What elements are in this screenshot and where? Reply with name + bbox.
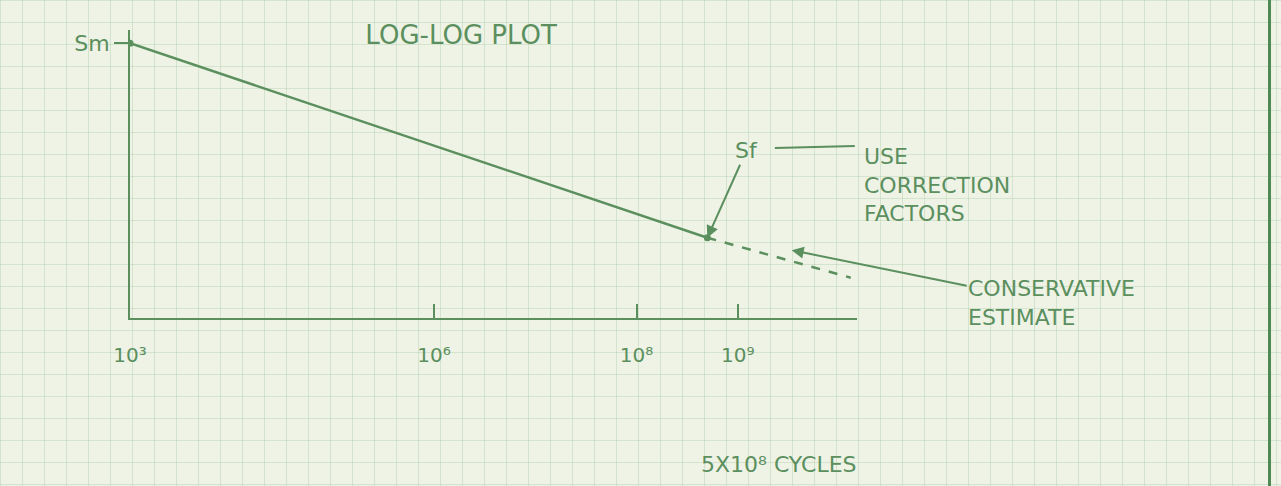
svg-text:10⁹: 10⁹ xyxy=(721,343,754,367)
svg-text:LOG-LOG PLOT: LOG-LOG PLOT xyxy=(365,20,557,50)
svg-text:10⁸: 10⁸ xyxy=(620,343,653,367)
svg-text:Sm: Sm xyxy=(74,31,109,56)
svg-text:10³: 10³ xyxy=(113,343,146,367)
svg-text:5X10⁸ CYCLES: 5X10⁸ CYCLES xyxy=(701,452,857,477)
svg-text:CONSERVATIVEESTIMATE: CONSERVATIVEESTIMATE xyxy=(968,276,1135,330)
svg-text:USECORRECTIONFACTORS: USECORRECTIONFACTORS xyxy=(864,144,1010,226)
svg-text:Sf: Sf xyxy=(735,138,758,163)
svg-text:10⁶: 10⁶ xyxy=(417,343,450,367)
